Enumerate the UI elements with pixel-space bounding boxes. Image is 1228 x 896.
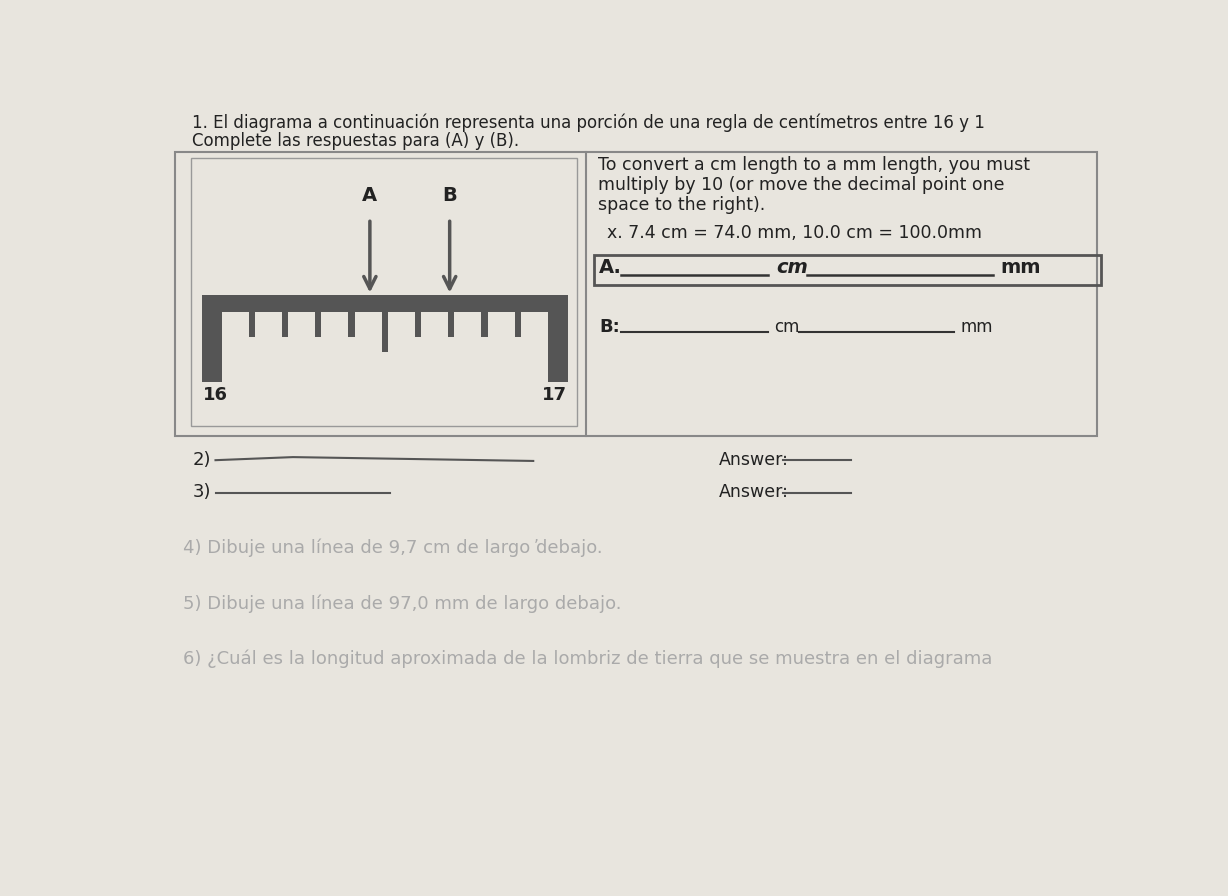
Bar xyxy=(201,313,219,382)
Text: 6) ¿Cuál es la longitud aproximada de la lombriz de tierra que se muestra en el : 6) ¿Cuál es la longitud aproximada de la… xyxy=(183,650,992,668)
Bar xyxy=(282,313,289,337)
Text: mm: mm xyxy=(960,318,992,336)
Bar xyxy=(515,313,521,337)
Bar xyxy=(215,313,222,382)
Bar xyxy=(190,159,577,426)
Bar xyxy=(316,313,322,337)
Bar xyxy=(415,313,421,337)
Text: 5) Dibuje una línea de 97,0 mm de largo debajo.: 5) Dibuje una línea de 97,0 mm de largo … xyxy=(183,594,621,613)
Text: x. 7.4 cm = 74.0 mm, 10.0 cm = 100.0mm: x. 7.4 cm = 74.0 mm, 10.0 cm = 100.0mm xyxy=(607,224,982,242)
Bar xyxy=(593,254,1102,286)
Text: cm: cm xyxy=(776,258,808,277)
Bar xyxy=(551,313,569,382)
Text: Answer:: Answer: xyxy=(720,451,790,469)
Text: 3): 3) xyxy=(193,483,211,501)
Text: mm: mm xyxy=(1001,258,1041,277)
Bar xyxy=(481,313,488,337)
Text: A: A xyxy=(362,185,377,204)
Text: A.: A. xyxy=(599,258,623,277)
Text: 4) Dibuje una línea de 9,7 cm de largo debajo.: 4) Dibuje una línea de 9,7 cm de largo d… xyxy=(183,538,603,557)
Bar xyxy=(349,313,355,337)
Text: 17: 17 xyxy=(542,386,566,404)
Bar xyxy=(548,313,554,382)
Text: B:: B: xyxy=(599,318,620,336)
Bar xyxy=(176,152,1098,435)
Text: ’: ’ xyxy=(533,538,538,554)
Bar xyxy=(249,313,255,337)
Text: 16: 16 xyxy=(203,386,228,404)
Text: multiply by 10 (or move the decimal point one: multiply by 10 (or move the decimal poin… xyxy=(598,176,1005,194)
Text: Answer:: Answer: xyxy=(720,483,790,501)
Text: B: B xyxy=(442,185,457,204)
Bar xyxy=(448,313,454,337)
Text: 1. El diagrama a continuación representa una porción de una regla de centímetros: 1. El diagrama a continuación representa… xyxy=(193,114,985,133)
Bar xyxy=(201,296,569,313)
Text: space to the right).: space to the right). xyxy=(598,196,765,214)
Bar xyxy=(382,313,388,352)
Text: Complete las respuestas para (A) y (B).: Complete las respuestas para (A) y (B). xyxy=(193,133,519,151)
Text: 2): 2) xyxy=(193,451,211,469)
Text: cm: cm xyxy=(775,318,799,336)
Text: To convert a cm length to a mm length, you must: To convert a cm length to a mm length, y… xyxy=(598,156,1029,174)
